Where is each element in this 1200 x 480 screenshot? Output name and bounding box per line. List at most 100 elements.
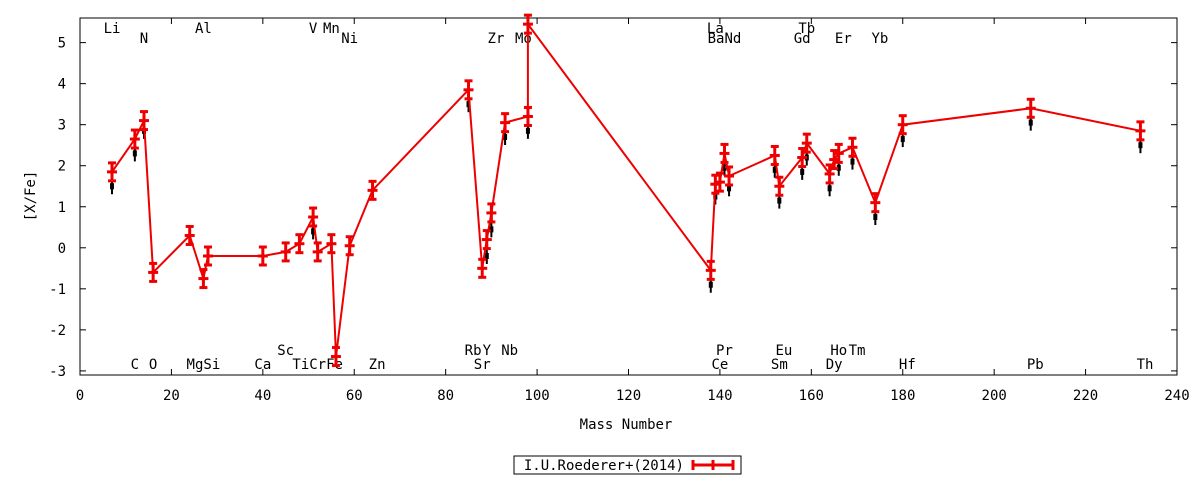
red-point-36 bbox=[870, 192, 881, 214]
annotation-15: O bbox=[149, 357, 157, 373]
red-point-12 bbox=[326, 233, 337, 255]
red-point-6 bbox=[202, 245, 213, 267]
red-point-9 bbox=[294, 233, 305, 255]
x-tick-label-11: 220 bbox=[1073, 388, 1098, 404]
x-tick-label-5: 100 bbox=[524, 388, 549, 404]
y-axis-label: [X/Fe] bbox=[23, 171, 39, 222]
red-point-14 bbox=[344, 235, 355, 257]
red-point-21 bbox=[522, 105, 533, 127]
red-point-27 bbox=[724, 165, 735, 187]
annotation-25: Pr bbox=[716, 343, 733, 359]
red-point-5 bbox=[198, 268, 209, 290]
red-point-2 bbox=[138, 110, 149, 132]
annotation-3: V bbox=[309, 21, 318, 37]
annotation-10: Tb bbox=[798, 21, 815, 37]
red-point-18 bbox=[481, 229, 492, 251]
annotation-2: Al bbox=[195, 21, 212, 37]
plot-frame bbox=[79, 17, 1178, 376]
red-point-31 bbox=[801, 132, 812, 154]
annotation-34: Th bbox=[1137, 357, 1154, 373]
annotation-22: Y bbox=[483, 343, 492, 359]
annotation-0: Li bbox=[104, 21, 121, 37]
annotation-8: La bbox=[707, 21, 724, 37]
annotation-33: Pb bbox=[1027, 357, 1044, 373]
annotation-20: Zn bbox=[369, 357, 386, 373]
annotation-19: TiCrFe bbox=[292, 357, 343, 373]
annotation-23: Nb bbox=[501, 343, 518, 359]
annotation-21: Rb bbox=[465, 343, 482, 359]
red-point-25 bbox=[714, 171, 725, 193]
red-point-20 bbox=[500, 112, 511, 134]
series-red bbox=[106, 13, 1146, 368]
annotation-4: Mn bbox=[323, 21, 340, 37]
x-axis-label: Mass Number bbox=[580, 417, 673, 433]
annotation-30: Tm bbox=[849, 343, 866, 359]
annotation-27: Eu bbox=[775, 343, 792, 359]
y-tick-label-2: -1 bbox=[49, 282, 66, 298]
annotation-29: Ho bbox=[830, 343, 847, 359]
red-point-13 bbox=[330, 346, 341, 368]
annotation-13: Yb bbox=[871, 31, 888, 47]
annotation-28: Sm bbox=[771, 357, 788, 373]
red-point-11 bbox=[312, 241, 323, 263]
red-point-8 bbox=[280, 241, 291, 263]
annotation-16: MgSi bbox=[187, 357, 221, 373]
red-point-34 bbox=[833, 142, 844, 164]
annotation-6: Zr bbox=[488, 31, 505, 47]
x-tick-label-3: 60 bbox=[346, 388, 363, 404]
red-point-22 bbox=[522, 13, 533, 35]
x-tick-label-8: 160 bbox=[799, 388, 824, 404]
annotation-9: BaNd bbox=[708, 31, 742, 47]
red-point-7 bbox=[257, 245, 268, 267]
red-point-17 bbox=[477, 257, 488, 279]
red-point-32 bbox=[824, 163, 835, 185]
y-tick-label-8: 5 bbox=[58, 36, 66, 52]
y-tick-label-7: 4 bbox=[58, 77, 66, 93]
y-tick-label-5: 2 bbox=[58, 159, 66, 175]
red-point-29 bbox=[774, 175, 785, 197]
red-point-26 bbox=[719, 142, 730, 164]
y-tick-label-3: 0 bbox=[58, 241, 66, 257]
red-series-line bbox=[111, 21, 1141, 357]
red-point-37 bbox=[897, 114, 908, 136]
black-point-6 bbox=[489, 221, 494, 238]
y-tick-label-0: -3 bbox=[49, 364, 66, 380]
annotation-11: Gd bbox=[794, 31, 811, 47]
red-point-38 bbox=[1025, 97, 1036, 119]
annotation-5: Ni bbox=[341, 31, 358, 47]
x-tick-label-9: 180 bbox=[890, 388, 915, 404]
red-point-30 bbox=[797, 147, 808, 169]
y-tick-label-4: 1 bbox=[58, 200, 66, 216]
y-tick-label-1: -2 bbox=[49, 323, 66, 339]
black-point-5 bbox=[484, 248, 489, 264]
y-tick-label-6: 3 bbox=[58, 118, 66, 134]
x-tick-label-2: 40 bbox=[254, 388, 271, 404]
red-point-3 bbox=[148, 261, 159, 283]
red-point-0 bbox=[106, 161, 117, 183]
legend: I.U.Roederer+(2014) bbox=[513, 455, 742, 475]
annotation-31: Dy bbox=[826, 357, 843, 373]
red-point-10 bbox=[308, 206, 319, 228]
x-tick-label-6: 120 bbox=[616, 388, 641, 404]
red-point-4 bbox=[184, 224, 195, 246]
legend-label: I.U.Roederer+(2014) bbox=[524, 458, 684, 474]
red-point-28 bbox=[769, 144, 780, 166]
annotation-18: Sc bbox=[277, 343, 294, 359]
red-point-15 bbox=[367, 179, 378, 201]
x-tick-label-12: 240 bbox=[1164, 388, 1189, 404]
red-point-35 bbox=[847, 136, 858, 158]
annotation-14: C bbox=[131, 357, 139, 373]
x-tick-label-10: 200 bbox=[982, 388, 1007, 404]
annotation-1: N bbox=[140, 31, 148, 47]
legend-line-sample bbox=[691, 460, 735, 470]
legend-box bbox=[513, 455, 742, 475]
x-tick-label-1: 20 bbox=[163, 388, 180, 404]
red-point-1 bbox=[129, 128, 140, 150]
red-point-16 bbox=[463, 79, 474, 101]
red-point-23 bbox=[705, 259, 716, 281]
series-black-points bbox=[109, 96, 1143, 293]
annotation-26: Ce bbox=[711, 357, 728, 373]
annotation-32: Hf bbox=[899, 357, 916, 373]
